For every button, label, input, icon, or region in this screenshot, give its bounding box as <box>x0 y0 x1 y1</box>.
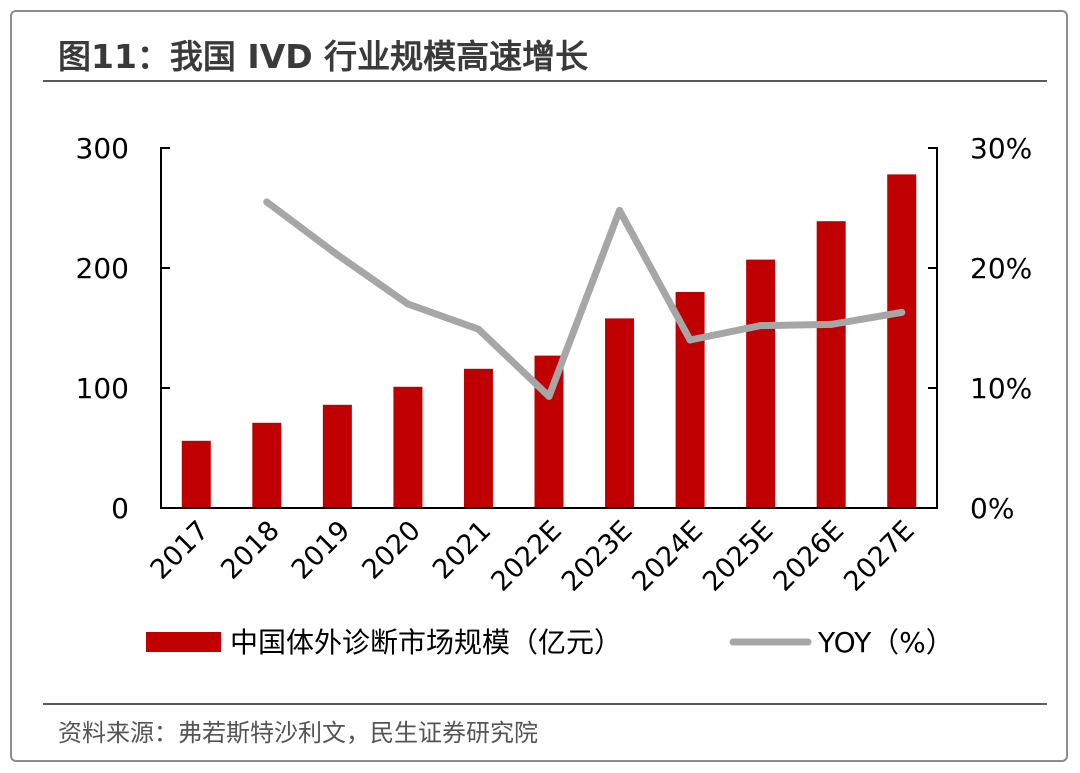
bar-2023E <box>605 318 635 508</box>
yoy-line <box>263 198 906 400</box>
yoy-point-2024E <box>686 336 694 344</box>
yoy-point-2019 <box>333 251 341 259</box>
x-tick-label: 2019 <box>286 515 357 586</box>
source-note: 资料来源：弗若斯特沙利文，民生证券研究院 <box>58 719 538 747</box>
x-tick-label: 2026E <box>768 515 851 598</box>
yoy-point-2025E <box>757 322 765 330</box>
yoy-point-2018 <box>263 198 271 206</box>
x-tick-label: 2027E <box>838 515 921 598</box>
y-right-tick-label: 30% <box>970 132 1032 165</box>
y-left-tick-label: 200 <box>76 252 129 285</box>
yoy-point-2020 <box>404 300 412 308</box>
y-left-tick-label: 0 <box>111 492 129 525</box>
bar-2020 <box>393 386 423 508</box>
bar-2022E <box>534 355 564 508</box>
bar-2019 <box>322 404 352 508</box>
x-tick-label: 2025E <box>697 515 780 598</box>
y-left-tick-label: 100 <box>76 372 129 405</box>
legend-label-line: YOY（%） <box>817 626 954 659</box>
y-right-tick-label: 20% <box>970 252 1032 285</box>
yoy-point-2027E <box>898 308 906 316</box>
source-rule <box>43 703 1047 705</box>
yoy-point-2021 <box>474 325 482 333</box>
x-tick-label: 2023E <box>556 515 639 598</box>
x-tick-label: 2017 <box>145 515 216 586</box>
title-rule <box>43 80 1047 82</box>
bar-2017 <box>181 440 211 508</box>
bar-2026E <box>816 221 846 508</box>
x-tick-label: 2024E <box>626 515 709 598</box>
yoy-point-2022E <box>545 392 553 400</box>
legend-swatch-bar <box>146 632 221 652</box>
bar-2018 <box>252 422 282 508</box>
y-right-tick-label: 0% <box>970 492 1014 525</box>
bar-2025E <box>746 259 776 508</box>
x-tick-label: 2018 <box>215 515 286 586</box>
x-tick-label: 2020 <box>356 515 427 586</box>
legend-label-bar: 中国体外诊断市场规模（亿元） <box>230 626 622 659</box>
bar-2027E <box>887 174 917 508</box>
y-right-tick-label: 10% <box>970 372 1032 405</box>
bar-2021 <box>463 368 493 508</box>
x-tick-label: 2022E <box>485 515 568 598</box>
y-left-tick-label: 300 <box>76 132 129 165</box>
yoy-point-2023E <box>616 206 624 214</box>
yoy-point-2026E <box>827 320 835 328</box>
figure-title: 图11：我国 IVD 行业规模高速增长 <box>58 37 589 76</box>
